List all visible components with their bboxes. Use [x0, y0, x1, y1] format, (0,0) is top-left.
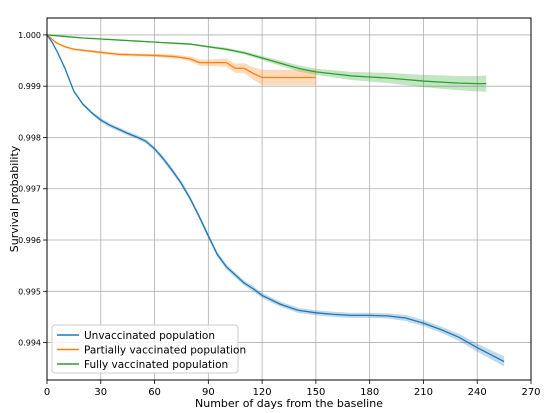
- legend-label-unvaccinated: Unvaccinated population: [84, 330, 215, 342]
- ci-band-partially-vaccinated: [47, 34, 316, 86]
- series-lines: [46, 34, 505, 363]
- y-tick-label: 1.000: [18, 31, 41, 40]
- series-line-partially-vaccinated: [46, 34, 316, 79]
- y-tick-label: 0.999: [18, 82, 41, 91]
- x-tick-label: 150: [306, 387, 325, 398]
- ci-band-unvaccinated: [47, 34, 505, 367]
- y-tick-label: 0.994: [18, 339, 41, 348]
- y-tick-label: 0.995: [18, 287, 41, 296]
- legend-label-fully-vaccinated: Fully vaccinated population: [84, 359, 228, 371]
- y-tick-label: 0.996: [18, 236, 41, 245]
- x-tick-label: 60: [148, 387, 161, 398]
- y-axis-label: Survival probability: [8, 145, 21, 252]
- x-tick-label: 120: [253, 387, 272, 398]
- series-line-unvaccinated: [46, 34, 505, 363]
- x-tick-label: 270: [521, 387, 540, 398]
- legend-label-partially-vaccinated: Partially vaccinated population: [84, 345, 246, 357]
- y-tick-label: 0.997: [18, 185, 41, 194]
- x-tick-label: 30: [94, 387, 107, 398]
- x-tick-label: 0: [44, 387, 50, 398]
- x-axis-label: Number of days from the baseline: [195, 397, 383, 410]
- legend-box: [51, 324, 239, 374]
- x-tick-label: 240: [468, 387, 487, 398]
- y-tick-label: 0.998: [18, 133, 41, 142]
- x-tick-label: 180: [360, 387, 379, 398]
- axis-ticks: 0 30 60 90 120 150 180 210 240 270 0.994 0.995 0.996…: [18, 31, 540, 398]
- plot-frame: [46, 17, 532, 381]
- confidence-bands: [47, 34, 505, 367]
- legend: Unvaccinated population Partially vaccin…: [51, 324, 246, 374]
- x-tick-label: 90: [202, 387, 215, 398]
- x-tick-label: 210: [414, 387, 433, 398]
- series-line-fully-vaccinated: [46, 34, 487, 85]
